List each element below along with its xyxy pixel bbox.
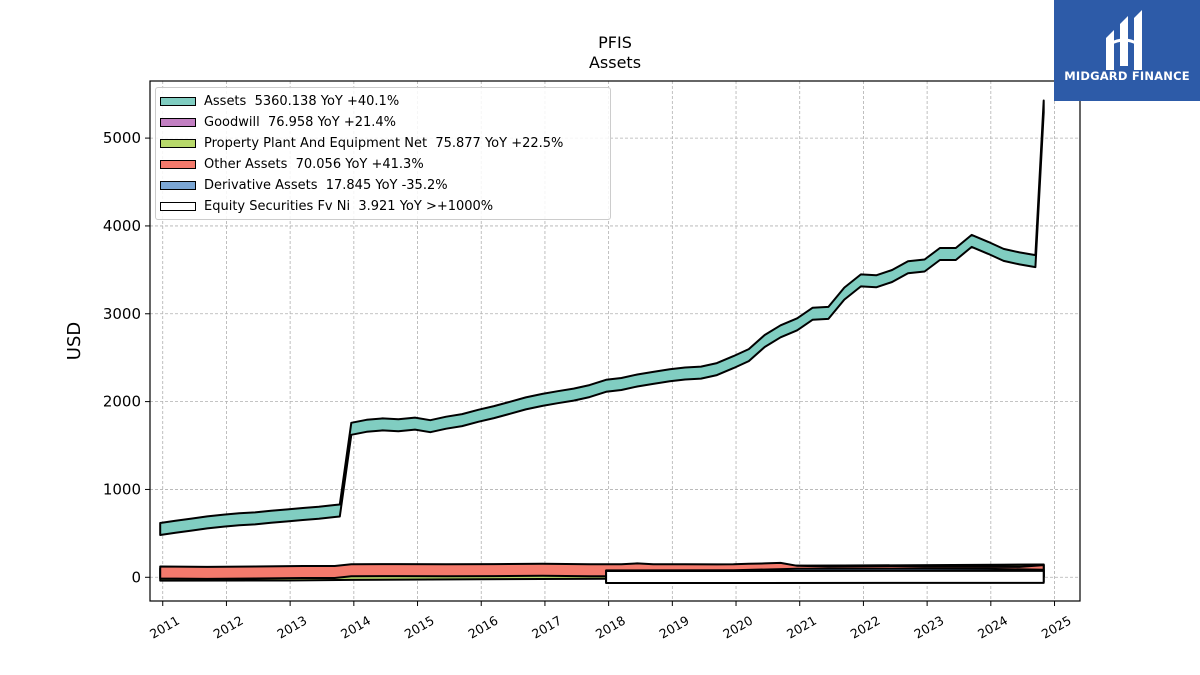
legend-item-assets: Assets 5360.138 YoY +40.1%	[160, 93, 399, 109]
x-tick-label: 2024	[975, 613, 1010, 642]
series-band-equity-securities-fv-ni	[605, 569, 1045, 584]
x-tick-label: 2012	[211, 613, 246, 642]
legend-item-equity-securities: Equity Securities Fv Ni 3.921 YoY >+1000…	[160, 198, 493, 214]
x-tick-label: 2022	[848, 613, 883, 642]
legend-swatch-other-assets	[160, 159, 196, 169]
x-tick-label: 2018	[593, 613, 628, 642]
legend-item-ppe: Property Plant And Equipment Net 75.877 …	[160, 135, 563, 151]
x-tick-label: 2013	[274, 613, 309, 642]
legend-swatch-goodwill	[160, 117, 196, 127]
x-tick-label: 2015	[402, 613, 437, 642]
legend-label: Equity Securities Fv Ni 3.921 YoY >+1000…	[204, 198, 494, 214]
x-tick-label: 2020	[720, 613, 755, 642]
y-axis-label: USD	[64, 322, 85, 360]
legend-swatch-equity-securities	[160, 201, 196, 211]
legend-item-other-assets: Other Assets 70.056 YoY +41.3%	[160, 156, 424, 172]
chart-title: PFIS	[598, 33, 632, 52]
logo-text: MIDGARD FINANCE	[1064, 69, 1190, 83]
y-tick-label: 5000	[103, 129, 141, 147]
legend-label: Assets 5360.138 YoY +40.1%	[204, 93, 400, 109]
x-tick-label: 2021	[784, 613, 819, 642]
legend-label: Derivative Assets 17.845 YoY -35.2%	[204, 177, 448, 193]
legend-label: Goodwill 76.958 YoY +21.4%	[204, 114, 397, 130]
chart-legend: Assets 5360.138 YoY +40.1% Goodwill 76.9…	[155, 87, 611, 220]
series-band-assets	[159, 99, 1045, 536]
x-tick-label: 2014	[338, 613, 373, 642]
legend-item-derivative-assets: Derivative Assets 17.845 YoY -35.2%	[160, 177, 448, 193]
y-tick-label: 1000	[103, 480, 141, 498]
logo: MIDGARD FINANCE	[1054, 0, 1200, 101]
x-tick-label: 2011	[147, 613, 182, 642]
x-tick-label: 2023	[911, 613, 946, 642]
legend-item-goodwill: Goodwill 76.958 YoY +21.4%	[160, 114, 396, 130]
y-tick-label: 4000	[103, 217, 141, 235]
y-tick-label: 0	[131, 568, 141, 586]
y-tick-label: 2000	[103, 393, 141, 411]
legend-label: Other Assets 70.056 YoY +41.3%	[204, 156, 424, 172]
legend-label: Property Plant And Equipment Net 75.877 …	[204, 135, 564, 151]
legend-swatch-assets	[160, 96, 196, 106]
logo-mark-icon	[1106, 10, 1142, 70]
plot-frame	[149, 80, 1081, 602]
x-tick-label: 2016	[465, 613, 500, 642]
x-tick-label: 2025	[1039, 613, 1074, 642]
legend-swatch-ppe	[160, 138, 196, 148]
y-tick-label: 3000	[103, 305, 141, 323]
x-tick-label: 2017	[529, 613, 564, 642]
legend-swatch-derivative-assets	[160, 180, 196, 190]
chart-subtitle: Assets	[589, 53, 641, 72]
x-tick-label: 2019	[657, 613, 692, 642]
